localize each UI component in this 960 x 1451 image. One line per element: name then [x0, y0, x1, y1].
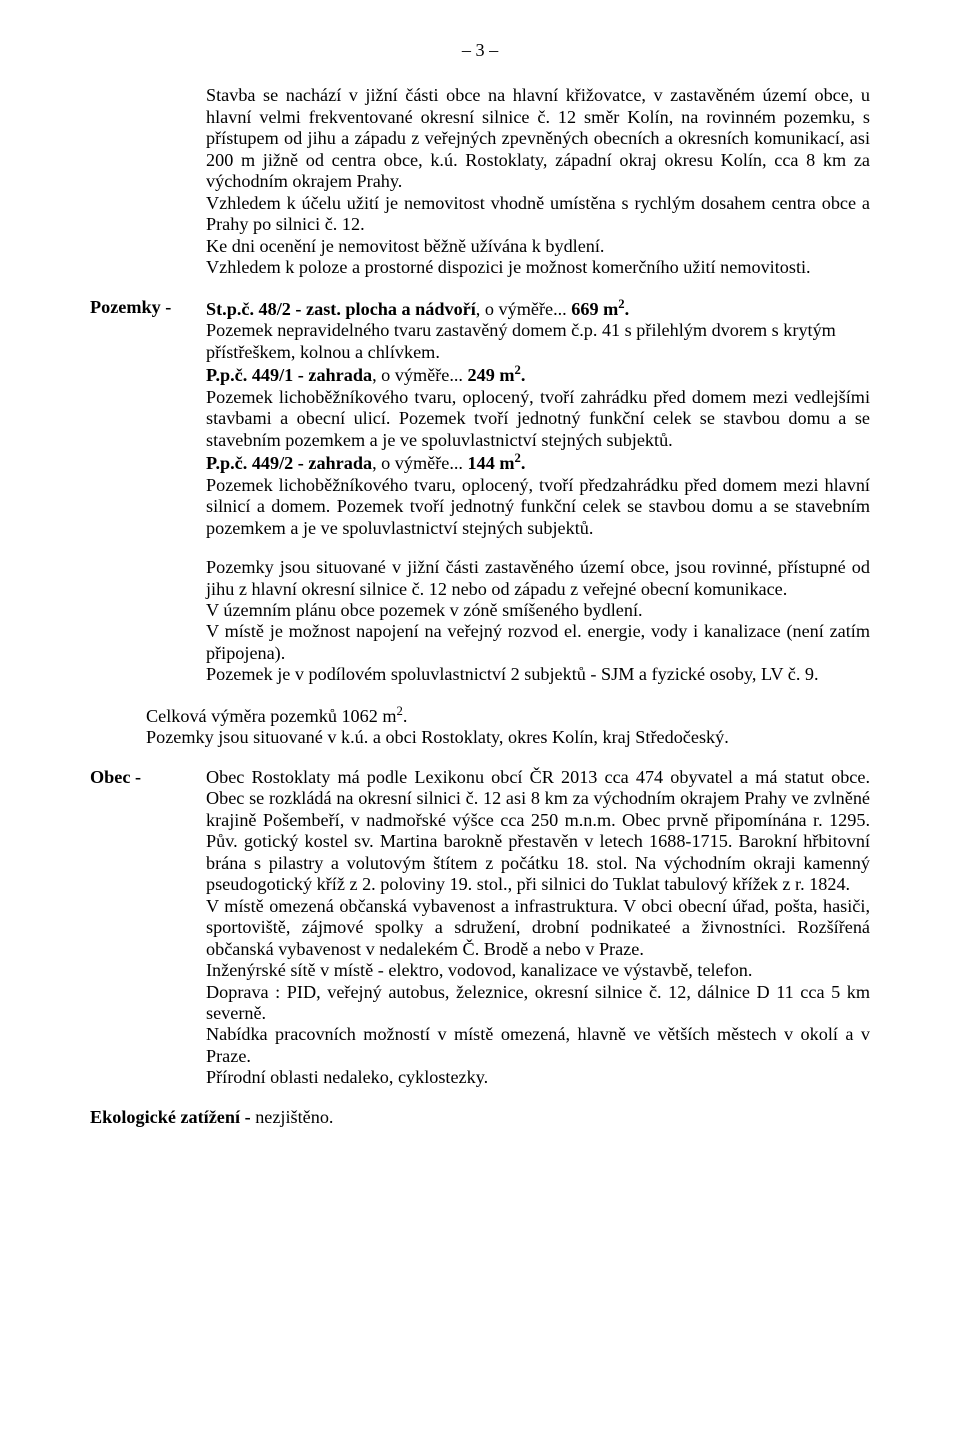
- pozemky-l5-bold: P.p.č. 449/2 - zahrada: [206, 453, 372, 473]
- obec-p5: Nabídka pracovních možností v místě omez…: [206, 1024, 870, 1067]
- obec-section: Obec - Obec Rostoklaty má podle Lexikonu…: [90, 767, 870, 1089]
- pozemky-l3-bold: P.p.č. 449/1 - zahrada: [206, 365, 372, 385]
- pozemky-l3-val: 249 m: [468, 365, 515, 385]
- pozemky-l3-dot: .: [521, 365, 526, 385]
- pozemky-l5-mid: , o výměře...: [372, 453, 467, 473]
- pozemky-l1-dot: .: [625, 299, 630, 319]
- pozemky-line5: P.p.č. 449/2 - zahrada, o výměře... 144 …: [206, 451, 870, 475]
- pozemky-line3: P.p.č. 449/1 - zahrada, o výměře... 249 …: [206, 363, 870, 387]
- pozemky-l1-bold: St.p.č. 48/2 - zast. plocha a nádvoří: [206, 299, 476, 319]
- pozemky-l4: Pozemek lichoběžníkového tvaru, oplocený…: [206, 387, 870, 451]
- intro-p1: Stavba se nachází v jižní části obce na …: [206, 85, 870, 192]
- obec-text: Obec Rostoklaty má podle Lexikonu obcí Č…: [206, 767, 870, 1089]
- eko-value: nezjištěno.: [255, 1107, 333, 1127]
- pozemky-label: Pozemky -: [90, 297, 206, 318]
- pozemky-p2c: V místě je možnost napojení na veřejný r…: [206, 621, 870, 664]
- intro-p3: Ke dni ocenění je nemovitost běžně užívá…: [206, 236, 870, 257]
- obec-p2: V místě omezená občanská vybavenost a in…: [206, 896, 870, 960]
- pozemky-text: St.p.č. 48/2 - zast. plocha a nádvoří, o…: [206, 297, 870, 686]
- pozemky-section: Pozemky - St.p.č. 48/2 - zast. plocha a …: [90, 297, 870, 686]
- pozemky-p2b: V územním plánu obce pozemek v zóně smíš…: [206, 600, 870, 621]
- obec-p4: Doprava : PID, veřejný autobus, železnic…: [206, 982, 870, 1025]
- celkova-block: Celková výměra pozemků 1062 m2. Pozemky …: [146, 704, 870, 749]
- intro-block: Stavba se nachází v jižní části obce na …: [206, 85, 870, 278]
- intro-p4: Vzhledem k poloze a prostorné dispozici …: [206, 257, 870, 278]
- pozemky-l6: Pozemek lichoběžníkového tvaru, oplocený…: [206, 475, 870, 539]
- celkova-l1b: .: [403, 706, 408, 726]
- pozemky-l3-mid: , o výměře...: [372, 365, 467, 385]
- eko-line: Ekologické zatížení - nezjištěno.: [90, 1107, 870, 1128]
- celkova-l1a: Celková výměra pozemků 1062 m: [146, 706, 397, 726]
- obec-p6: Přírodní oblasti nedaleko, cyklostezky.: [206, 1067, 870, 1088]
- page: – 3 – Stavba se nachází v jižní části ob…: [0, 0, 960, 1168]
- celkova-l1: Celková výměra pozemků 1062 m2.: [146, 704, 870, 728]
- intro-p2: Vzhledem k účelu užití je nemovitost vho…: [206, 193, 870, 236]
- pozemky-p2a: Pozemky jsou situované v jižní části zas…: [206, 557, 870, 600]
- pozemky-l2: Pozemek nepravidelného tvaru zastavěný d…: [206, 320, 870, 363]
- pozemky-p2d: Pozemek je v podílovém spoluvlastnictví …: [206, 664, 870, 685]
- celkova-l2: Pozemky jsou situované v k.ú. a obci Ros…: [146, 727, 870, 748]
- eko-label: Ekologické zatížení -: [90, 1107, 255, 1127]
- pozemky-l5-val: 144 m: [468, 453, 515, 473]
- pozemky-l1-mid: , o výměře...: [476, 299, 571, 319]
- obec-label: Obec -: [90, 767, 206, 788]
- pozemky-l1-val: 669 m: [571, 299, 618, 319]
- page-number: – 3 –: [90, 40, 870, 61]
- obec-p3: Inženýrské sítě v místě - elektro, vodov…: [206, 960, 870, 981]
- obec-p1: Obec Rostoklaty má podle Lexikonu obcí Č…: [206, 767, 870, 896]
- pozemky-l5-dot: .: [521, 453, 526, 473]
- pozemky-line1: St.p.č. 48/2 - zast. plocha a nádvoří, o…: [206, 297, 870, 321]
